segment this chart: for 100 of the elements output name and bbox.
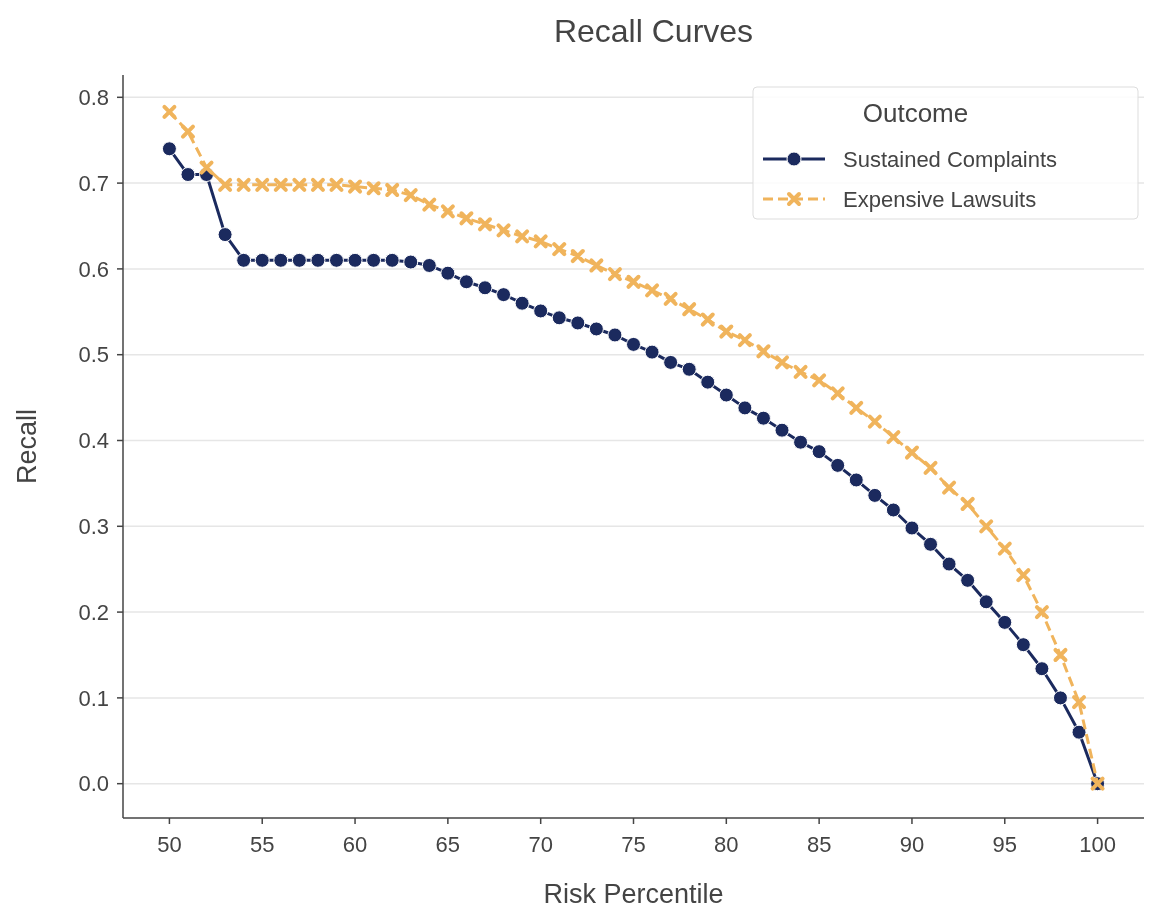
chart-title: Recall Curves bbox=[553, 13, 754, 49]
point bbox=[1053, 647, 1068, 662]
y-tick-label: 0.0 bbox=[78, 771, 109, 797]
point bbox=[941, 556, 957, 572]
legend-title: Outcome bbox=[862, 98, 969, 128]
point bbox=[533, 234, 548, 249]
x-tick-label: 75 bbox=[621, 832, 646, 857]
point bbox=[942, 480, 957, 495]
point bbox=[310, 252, 326, 268]
point bbox=[310, 177, 325, 192]
point bbox=[570, 249, 585, 264]
point bbox=[645, 283, 660, 298]
legend-label: Expensive Lawsuits bbox=[843, 186, 1037, 212]
point bbox=[997, 541, 1012, 556]
point bbox=[236, 252, 252, 268]
point bbox=[867, 487, 883, 503]
y-tick-label: 0.1 bbox=[78, 685, 109, 711]
point bbox=[607, 327, 623, 343]
y-tick-label: 0.8 bbox=[78, 85, 109, 111]
y-axis-title: Recall bbox=[12, 408, 42, 485]
point bbox=[886, 430, 901, 445]
point bbox=[811, 444, 827, 460]
legend-label: Sustained Complaints bbox=[843, 146, 1058, 172]
x-tick-label: 65 bbox=[435, 832, 461, 857]
point bbox=[291, 252, 307, 268]
x-tick-label: 95 bbox=[992, 832, 1018, 857]
x-tick-label: 55 bbox=[249, 832, 275, 857]
point bbox=[756, 344, 771, 359]
point bbox=[514, 295, 530, 311]
point bbox=[347, 252, 363, 268]
x-tick-label: 60 bbox=[342, 832, 368, 857]
point bbox=[1034, 661, 1050, 677]
point bbox=[830, 386, 845, 401]
y-tick-label: 0.7 bbox=[78, 170, 109, 196]
point bbox=[162, 104, 177, 119]
point bbox=[161, 141, 177, 157]
point bbox=[960, 572, 976, 588]
point bbox=[737, 333, 752, 348]
point bbox=[255, 177, 270, 192]
point bbox=[904, 520, 920, 536]
point bbox=[477, 280, 493, 296]
point bbox=[440, 204, 455, 219]
point bbox=[867, 414, 882, 429]
point bbox=[589, 258, 604, 273]
point bbox=[718, 387, 734, 403]
point bbox=[663, 291, 678, 306]
point bbox=[570, 315, 586, 331]
point bbox=[1071, 724, 1087, 740]
point bbox=[551, 310, 567, 326]
point bbox=[403, 188, 418, 203]
y-tick-label: 0.5 bbox=[78, 342, 109, 368]
point bbox=[348, 179, 363, 194]
point bbox=[496, 223, 511, 238]
point bbox=[793, 364, 808, 379]
point bbox=[1072, 695, 1087, 710]
point bbox=[533, 303, 549, 319]
point bbox=[217, 227, 233, 243]
point bbox=[681, 361, 697, 377]
point bbox=[644, 344, 660, 360]
y-tick-label: 0.6 bbox=[78, 256, 109, 282]
point bbox=[459, 211, 474, 226]
point bbox=[830, 457, 846, 473]
point bbox=[626, 336, 641, 352]
point bbox=[477, 217, 492, 232]
point bbox=[254, 252, 270, 268]
point bbox=[403, 254, 419, 270]
y-tick-label: 0.3 bbox=[78, 513, 109, 539]
x-axis-title: Risk Percentile bbox=[543, 879, 724, 909]
x-tick-label: 70 bbox=[528, 832, 553, 857]
point bbox=[700, 312, 715, 327]
point bbox=[1016, 568, 1031, 583]
point bbox=[774, 422, 790, 438]
point bbox=[755, 410, 771, 426]
point bbox=[1034, 605, 1049, 620]
point bbox=[812, 373, 827, 388]
point bbox=[923, 536, 939, 552]
point bbox=[885, 502, 901, 518]
point bbox=[422, 197, 437, 212]
point bbox=[588, 321, 604, 337]
point bbox=[979, 519, 994, 534]
point bbox=[236, 177, 251, 192]
point bbox=[218, 177, 233, 192]
point bbox=[960, 496, 975, 511]
point bbox=[385, 182, 400, 197]
point bbox=[1052, 690, 1068, 706]
point bbox=[515, 229, 530, 244]
y-tick-label: 0.2 bbox=[78, 599, 109, 625]
x-tick-label: 100 bbox=[1079, 832, 1116, 857]
point bbox=[1015, 637, 1031, 653]
point bbox=[328, 252, 344, 268]
point bbox=[775, 355, 790, 370]
x-tick-label: 50 bbox=[157, 832, 182, 857]
point bbox=[849, 400, 864, 415]
point bbox=[997, 614, 1013, 630]
point bbox=[199, 160, 214, 175]
point bbox=[273, 252, 289, 268]
point bbox=[719, 324, 734, 339]
point bbox=[366, 252, 382, 268]
x-tick-label: 80 bbox=[714, 832, 739, 857]
y-tick-label: 0.4 bbox=[78, 428, 109, 454]
